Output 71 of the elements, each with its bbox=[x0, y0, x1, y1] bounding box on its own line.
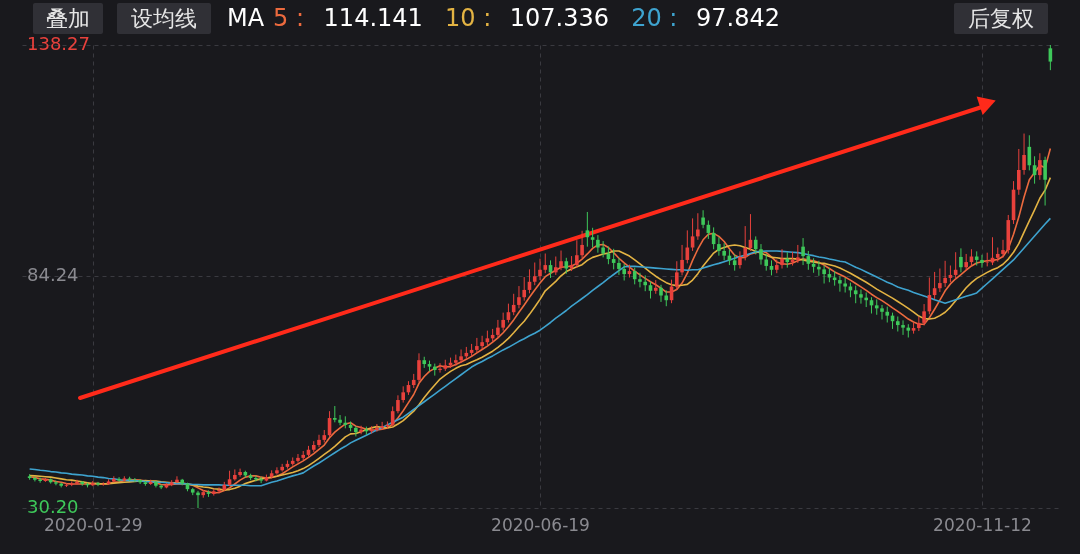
candlestick bbox=[480, 335, 484, 350]
candlestick bbox=[475, 337, 479, 353]
candlestick bbox=[590, 227, 595, 249]
candlestick bbox=[601, 240, 605, 258]
candlestick bbox=[801, 237, 805, 266]
candlestick bbox=[580, 230, 584, 259]
candlestick bbox=[859, 289, 863, 305]
text: 97.842 bbox=[696, 4, 780, 32]
candlestick bbox=[1043, 156, 1047, 207]
candlestick bbox=[959, 247, 963, 273]
text: 20 : bbox=[631, 4, 678, 32]
candlestick bbox=[1017, 148, 1021, 196]
y-tick-label: 84.24 bbox=[27, 264, 79, 286]
candlestick bbox=[680, 244, 684, 276]
candlestick bbox=[690, 217, 695, 252]
candlestick bbox=[259, 476, 263, 484]
candlestick bbox=[696, 212, 700, 241]
candlestick bbox=[417, 352, 421, 383]
candlestick bbox=[538, 258, 542, 281]
x-tick-label: 2020-06-19 bbox=[491, 514, 590, 535]
candlestick bbox=[338, 414, 342, 426]
candlestick bbox=[838, 275, 842, 293]
text: 10 : bbox=[445, 4, 492, 32]
candlestick bbox=[1022, 133, 1026, 176]
candlestick bbox=[701, 209, 705, 229]
candlestick bbox=[543, 253, 548, 274]
text: 107.336 bbox=[509, 4, 610, 32]
candlestick bbox=[317, 434, 321, 448]
candlestick bbox=[138, 478, 142, 485]
candlestick bbox=[922, 303, 926, 326]
candlestick bbox=[459, 348, 463, 364]
candlestick bbox=[553, 256, 558, 276]
candlestick bbox=[938, 268, 942, 293]
candlestick bbox=[638, 272, 642, 288]
candlestick bbox=[1038, 152, 1042, 181]
candlestick bbox=[559, 250, 563, 271]
text: 设均线 bbox=[131, 5, 197, 31]
candlestick bbox=[743, 225, 747, 261]
candlestick bbox=[738, 250, 742, 270]
y-tick-label: 138.27 bbox=[27, 33, 90, 54]
x-tick-label: 2020-01-29 bbox=[43, 514, 143, 535]
candlestick bbox=[517, 285, 521, 309]
candlestick bbox=[275, 466, 279, 476]
candlestick bbox=[522, 276, 527, 302]
candlestick bbox=[238, 468, 242, 478]
candlestick bbox=[675, 260, 679, 291]
candlestick bbox=[1001, 239, 1005, 258]
candlestick bbox=[596, 234, 600, 254]
candlestick bbox=[532, 262, 537, 286]
candlestick bbox=[617, 257, 621, 276]
y-tick-label: 30.20 bbox=[27, 496, 79, 517]
candlestick bbox=[822, 265, 826, 284]
text: 114.141 bbox=[323, 4, 423, 32]
candlestick bbox=[980, 254, 984, 269]
text: 叠加 bbox=[46, 5, 90, 31]
candlestick bbox=[296, 453, 300, 464]
candlestick bbox=[759, 243, 763, 266]
x-tick-label: 2020-11-12 bbox=[933, 514, 1032, 535]
candlestick bbox=[780, 248, 784, 270]
text: 后复权 bbox=[968, 5, 1034, 31]
candlestick bbox=[575, 239, 579, 269]
candlestick bbox=[880, 304, 884, 320]
candlestick bbox=[659, 284, 663, 303]
candlestick bbox=[717, 236, 721, 257]
candlestick bbox=[117, 476, 121, 483]
legend-title: MA bbox=[227, 4, 265, 32]
candlestick bbox=[375, 423, 379, 433]
text: 5 : bbox=[273, 4, 304, 32]
candlestick bbox=[496, 319, 500, 338]
candlestick bbox=[901, 319, 905, 336]
candlestick bbox=[943, 260, 947, 288]
